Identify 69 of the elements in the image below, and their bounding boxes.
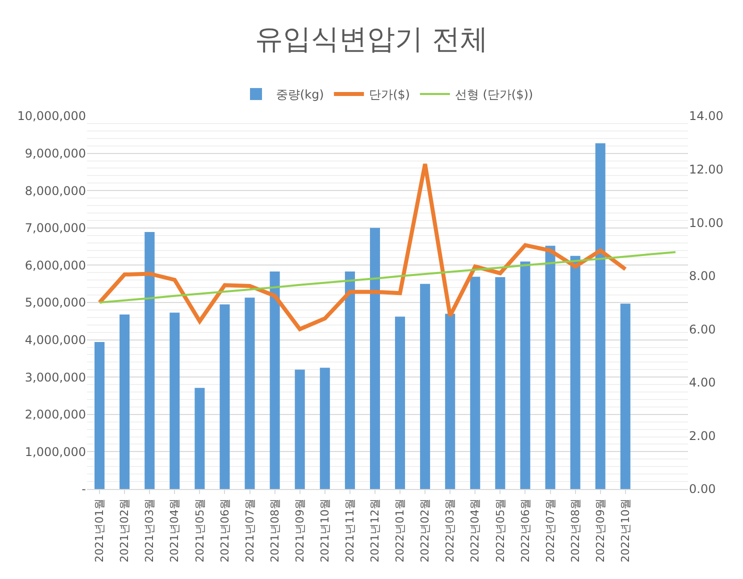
- x-tick-label: 2021년10월: [318, 498, 332, 562]
- legend-label: 선형 (단가($)): [454, 88, 534, 102]
- y-tick-label: 8,000,000: [24, 184, 86, 198]
- bar: [144, 232, 155, 489]
- bar: [445, 314, 456, 489]
- x-tick-label: 2021년11월: [344, 498, 357, 562]
- x-tick-label: 2022년02월: [418, 498, 432, 562]
- x-tick-label: 2021년07월: [243, 498, 256, 562]
- x-tick-label: 2022년03월: [444, 498, 457, 562]
- bar: [470, 276, 480, 489]
- bar: [120, 314, 130, 489]
- x-tick-label: 2021년05월: [193, 498, 206, 562]
- bar: [520, 261, 530, 489]
- x-tick-label: 2021년02월: [118, 498, 132, 562]
- y2-tick-label: 0.00: [689, 482, 716, 496]
- bar: [320, 368, 330, 489]
- bar: [620, 304, 630, 489]
- y-tick-label: 2,000,000: [24, 408, 86, 422]
- bar: [495, 277, 506, 489]
- x-tick-label: 2022년05월: [494, 498, 507, 562]
- y-tick-label: 5,000,000: [24, 296, 86, 310]
- bar: [420, 284, 430, 489]
- y2-tick-label: 10.00: [689, 216, 724, 230]
- x-tick-label: 2022년06월: [518, 498, 532, 562]
- x-tick-label: 2022년09월: [594, 498, 607, 562]
- bar: [545, 246, 556, 489]
- x-tick-label: 2022년04월: [468, 498, 482, 562]
- x-tick-label: 2021년09월: [293, 498, 306, 562]
- x-tick-label: 2021년06월: [218, 498, 232, 562]
- x-tick-label: 2021년08월: [268, 498, 282, 562]
- x-tick-label: 2021년01월: [93, 498, 106, 562]
- y-tick-label: -: [82, 482, 86, 496]
- bar: [395, 316, 406, 489]
- x-tick-label: 2022년08월: [568, 498, 582, 562]
- x-tick-label: 2021년04월: [168, 498, 182, 562]
- y-tick-label: 10,000,000: [17, 109, 86, 124]
- y2-tick-label: 4.00: [689, 376, 716, 390]
- bar: [94, 342, 105, 489]
- y2-tick-label: 6.00: [689, 322, 716, 336]
- line-series: [98, 162, 628, 332]
- legend-label: 중량(kg): [276, 88, 324, 102]
- bar: [294, 370, 305, 489]
- x-tick-label: 2022년01월: [394, 498, 407, 562]
- y-tick-label: 6,000,000: [24, 258, 86, 272]
- y-tick-label: 1,000,000: [24, 444, 86, 459]
- legend-label: 단가($): [368, 88, 410, 102]
- bar: [595, 143, 606, 489]
- chart-title: 유입식변압기 전체: [255, 22, 488, 56]
- x-tick-label: 2022년10월: [618, 498, 632, 562]
- bar: [570, 256, 580, 489]
- y2-tick-label: 14.00: [689, 109, 724, 124]
- y-tick-label: 4,000,000: [24, 333, 86, 347]
- bar: [344, 272, 355, 489]
- x-tick-label: 2021년12월: [368, 498, 382, 562]
- y-tick-label: 3,000,000: [24, 370, 86, 384]
- x-tick-label: 2022년07월: [544, 498, 557, 562]
- x-tick-label: 2021년03월: [143, 498, 156, 562]
- y2-tick-label: 2.00: [689, 428, 716, 443]
- bar: [244, 298, 255, 489]
- y-tick-label: 9,000,000: [24, 146, 86, 160]
- bar: [270, 272, 280, 489]
- y-tick-label: 7,000,000: [24, 221, 86, 236]
- y2-tick-label: 8.00: [689, 269, 716, 284]
- y2-tick-label: 12.00: [689, 162, 724, 176]
- bar: [194, 388, 205, 489]
- bar: [220, 304, 230, 489]
- line-series: [98, 251, 676, 304]
- bar: [370, 228, 380, 489]
- bar: [170, 312, 180, 489]
